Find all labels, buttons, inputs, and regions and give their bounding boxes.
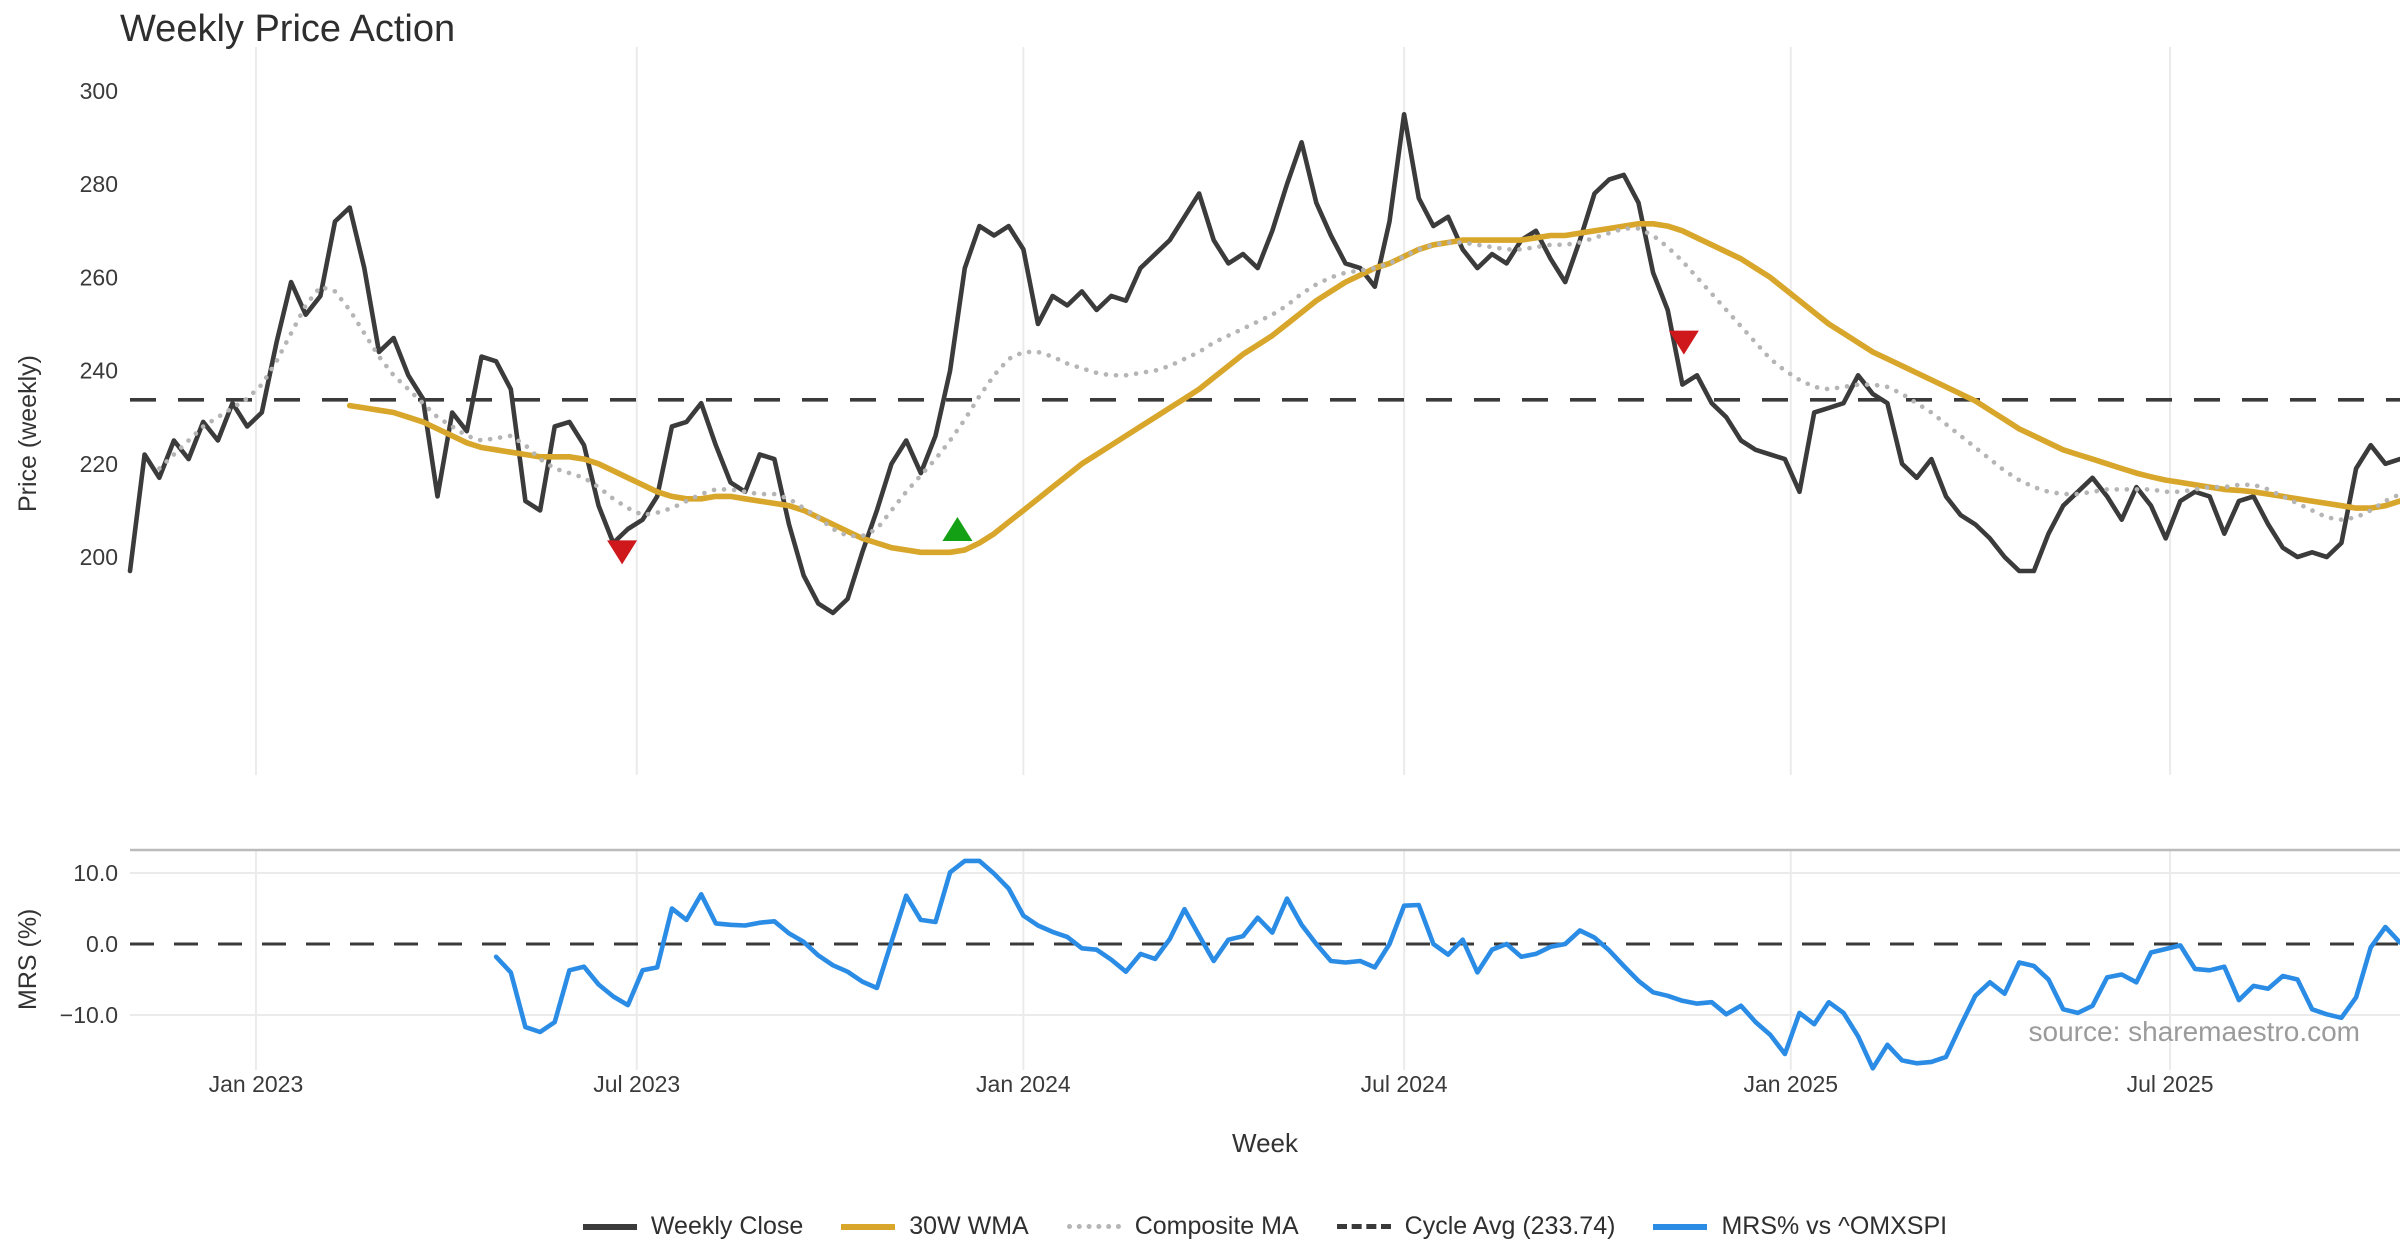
legend-item-wma: 30W WMA	[841, 1212, 1029, 1241]
price-ytick-label: 300	[80, 78, 118, 104]
mrs-panel	[130, 858, 2400, 1071]
mrs-line	[493, 858, 2400, 1071]
composite-line-icon	[1066, 1224, 1121, 1229]
x-axis-label-wrap: Week	[130, 1128, 2400, 1159]
wma-line-icon	[841, 1223, 896, 1230]
legend-item-weekly-close: Weekly Close	[582, 1212, 804, 1241]
legend-label: Composite MA	[1134, 1212, 1299, 1240]
sell-signal-marker-icon	[1668, 330, 1699, 355]
x-tick-label: Jan 2025	[1743, 1071, 1838, 1097]
legend-label: 30W WMA	[909, 1212, 1029, 1240]
signal-markers	[607, 330, 1699, 565]
legend-label: Weekly Close	[650, 1212, 804, 1240]
price-panel	[127, 112, 2400, 616]
composite-ma-line	[157, 226, 2400, 539]
legend-item-cycle-avg: Cycle Avg (233.74)	[1336, 1212, 1616, 1241]
price-ytick-label: 280	[80, 171, 118, 197]
wma-line	[346, 221, 2400, 556]
legend-item-mrs: MRS% vs ^OMXSPI	[1653, 1212, 1947, 1241]
mrs-axis-label: MRS (%)	[14, 908, 42, 1010]
source-watermark: source: sharemaestro.com	[2028, 1016, 2360, 1047]
legend-item-composite: Composite MA	[1066, 1212, 1299, 1241]
mrs-ytick-label: 0.0	[86, 931, 118, 957]
legend-label: Cycle Avg (233.74)	[1404, 1212, 1616, 1240]
x-tick-label: Jul 2024	[1361, 1071, 1448, 1097]
x-tick-label: Jul 2023	[593, 1071, 680, 1097]
mrs-ytick-label: −10.0	[60, 1002, 118, 1028]
x-tick-label: Jul 2025	[2127, 1071, 2214, 1097]
mrs-line-icon	[1653, 1223, 1708, 1230]
price-ytick-label: 200	[80, 544, 118, 570]
cycle-avg-line-icon	[1336, 1224, 1391, 1229]
price-ytick-label: 240	[80, 358, 118, 384]
legend-label: MRS% vs ^OMXSPI	[1721, 1212, 1948, 1240]
x-tick-label: Jan 2024	[976, 1071, 1071, 1097]
gridlines	[130, 47, 2400, 1070]
page-title: Weekly Price Action	[120, 8, 456, 50]
mrs-ytick-label: 10.0	[73, 860, 118, 886]
chart-legend: Weekly Close 30W WMA Composite MA Cycle …	[130, 1212, 2400, 1241]
weekly-close-line	[127, 112, 2400, 616]
tick-labels: 300 280 260 240 220 200 10.0 0.0 −10.0 Jan 2023 Ju…	[60, 78, 2214, 1097]
price-ytick-label: 220	[80, 451, 118, 477]
buy-signal-marker-icon	[942, 517, 973, 542]
price-axis-label: Price (weekly)	[14, 355, 42, 512]
weekly-close-line-icon	[582, 1223, 637, 1230]
x-axis-label: Week	[1232, 1128, 1298, 1158]
sell-signal-marker-icon	[607, 540, 638, 565]
x-tick-label: Jan 2023	[209, 1071, 304, 1097]
price-ytick-label: 260	[80, 264, 118, 290]
